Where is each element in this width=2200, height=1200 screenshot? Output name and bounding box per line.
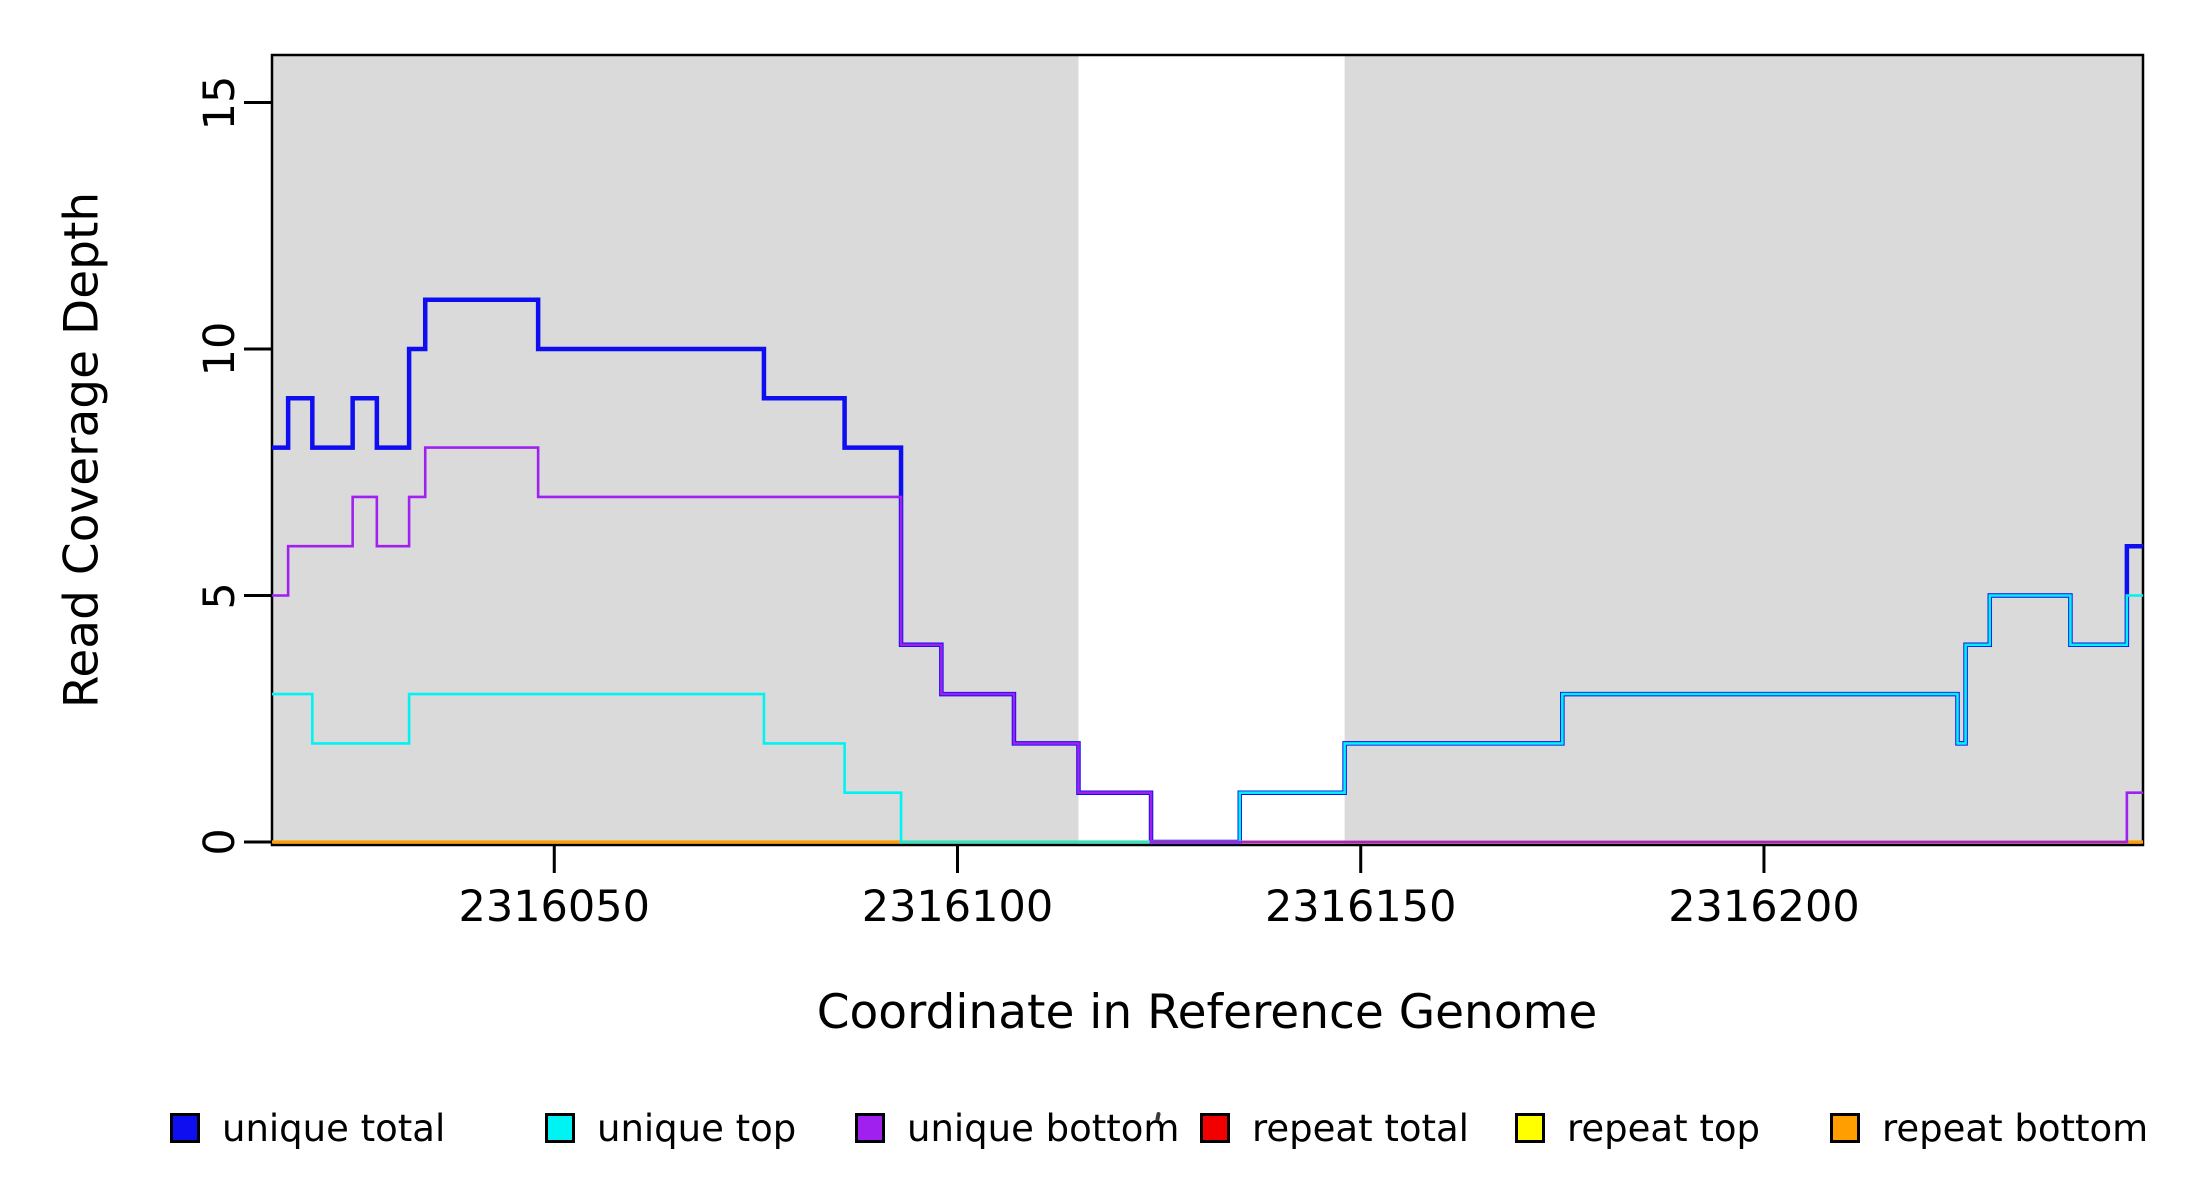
plot-border [270,53,2145,847]
x-tick-label: 2316200 [1668,882,1860,932]
legend-swatch [170,1113,200,1143]
legend-swatch [545,1113,575,1143]
y-tick-label: 5 [195,581,245,610]
x-tick-label: 2316050 [458,882,650,932]
y-tick-label: 10 [195,321,245,377]
legend-item-repeat-bottom: repeat bottom [1830,1106,2149,1150]
shaded-region [272,55,1079,845]
legend-item-unique-bottom: unique bottom [855,1106,1180,1150]
legend-label: repeat total [1252,1106,1469,1150]
legend-item-repeat-top: repeat top [1515,1106,1760,1150]
y-tick-label: 0 [195,828,245,856]
legend-label: repeat bottom [1882,1106,2149,1150]
series-unique-top [272,594,2143,844]
legend-label: unique bottom [907,1106,1180,1150]
x-axis-title: Coordinate in Reference Genome [816,985,1598,1040]
x-tick-label: 2316150 [1264,882,1457,932]
legend-swatch [1200,1113,1230,1143]
y-axis-title: Read Coverage Depth [54,191,110,709]
legend-swatch [1830,1113,1860,1143]
legend-label: unique top [597,1106,797,1150]
legend-item-repeat-total: repeat total [1200,1106,1469,1150]
legend-label: repeat top [1567,1106,1760,1150]
legend-swatch [855,1113,885,1143]
x-tick-label: 2316100 [861,882,1054,932]
y-tick-label: 15 [195,75,245,130]
shaded-region [1344,55,2143,845]
legend-label: unique total [222,1106,446,1150]
legend-swatch [1515,1113,1545,1143]
legend-item-unique-total: unique total [170,1106,446,1150]
legend-item-unique-top: unique top [545,1106,797,1150]
series-unique-bottom [272,446,2143,844]
